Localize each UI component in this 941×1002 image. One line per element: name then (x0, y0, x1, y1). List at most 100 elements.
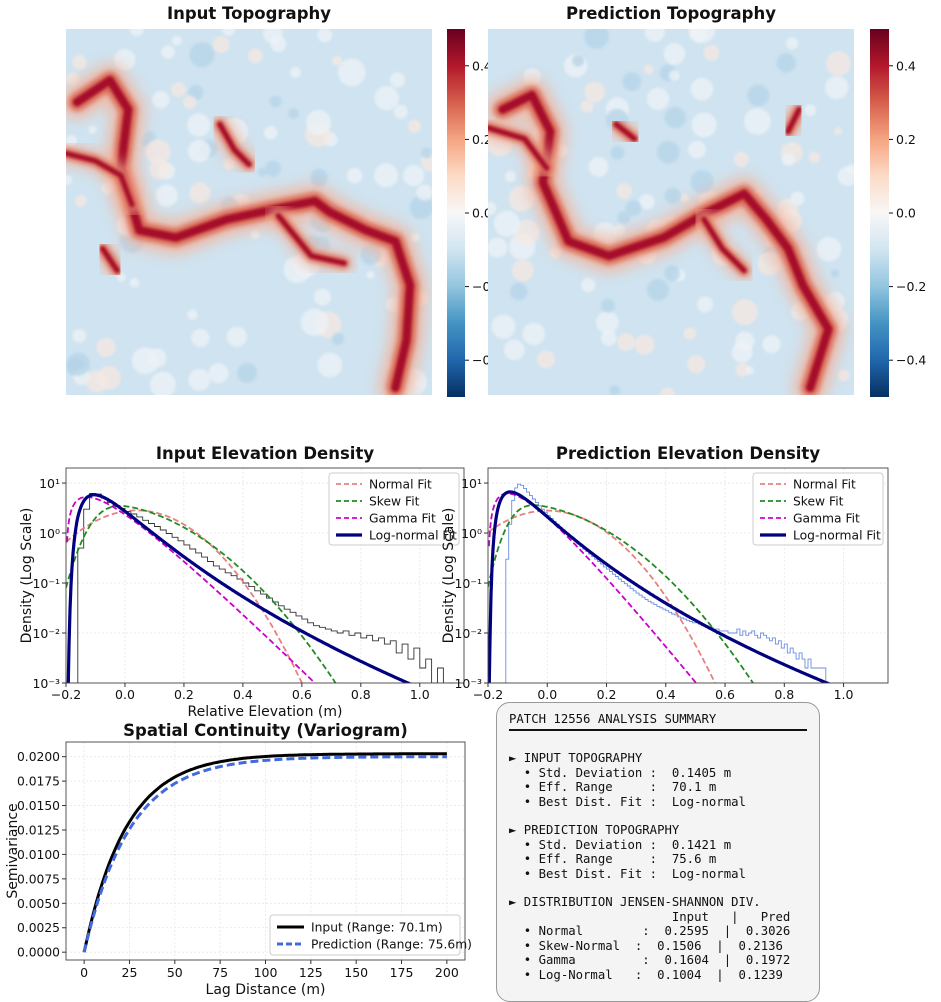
texture-blotch (509, 282, 528, 301)
texture-blotch (409, 195, 432, 220)
legend-label: Gamma Fit (793, 512, 860, 526)
y-tick-label: 10⁰ (461, 526, 482, 541)
texture-blotch (609, 385, 621, 395)
texture-blotch (66, 352, 90, 376)
texture-blotch (580, 99, 594, 114)
summary-line (509, 737, 807, 751)
texture-blotch (837, 369, 850, 382)
texture-blotch (389, 72, 406, 88)
y-tick-label: 0.0100 (17, 848, 60, 862)
texture-blotch (696, 296, 714, 313)
texture-blotch (488, 201, 497, 216)
density-plot-1: Input Elevation Density −0.2 0.0 0.2 0.4 0.6 0… (19, 444, 465, 720)
texture-blotch (147, 348, 167, 368)
heatmap-title: Prediction Topography (566, 4, 776, 23)
legend-label: Normal Fit (793, 478, 856, 492)
texture-blotch (834, 127, 843, 136)
texture-blotch (183, 95, 197, 109)
texture-blotch (161, 45, 175, 59)
ridge-core (217, 121, 252, 167)
texture-blotch (374, 85, 400, 111)
texture-blotch (504, 171, 516, 183)
texture-blotch (317, 352, 343, 378)
colorbar-tick-label: 0.2 (896, 132, 916, 147)
ridge-core (785, 107, 802, 134)
texture-blotch (250, 229, 260, 240)
texture-blotch (703, 44, 720, 61)
density-title: Prediction Elevation Density (556, 444, 820, 463)
texture-blotch (731, 299, 758, 326)
x-tick-label: 0.2 (597, 687, 617, 702)
variogram-title: Spatial Continuity (Variogram) (123, 721, 408, 740)
density-plot-2: Prediction Elevation Density −0.2 0.0 0.2 0.… (441, 444, 889, 720)
texture-blotch (634, 334, 655, 355)
y-tick-label: 0.0175 (17, 775, 60, 789)
texture-blotch (617, 333, 636, 352)
summary-divider (509, 729, 807, 731)
texture-blotch (733, 151, 749, 168)
texture-blotch (410, 232, 420, 242)
texture-blotch (129, 277, 140, 288)
texture-blotch (402, 164, 425, 187)
summary-line: • Std. Deviation : 0.1405 m (509, 765, 732, 780)
texture-blotch (264, 160, 281, 177)
texture-blotch (785, 37, 799, 50)
texture-blotch (222, 29, 235, 37)
texture-blotch (762, 335, 781, 354)
colorbar-tick-label: 0.0 (896, 206, 916, 221)
texture-blotch (731, 341, 753, 363)
y-tick-label: 0.0075 (17, 872, 60, 886)
texture-blotch (313, 288, 331, 306)
texture-blotch (808, 151, 821, 164)
texture-blotch (212, 36, 230, 54)
colorbar-tick-label: 0.0 (472, 206, 492, 221)
texture-blotch (830, 269, 839, 278)
texture-blotch (331, 332, 345, 345)
y-tick-label: 0.0050 (17, 897, 60, 911)
ridge-core (498, 90, 833, 392)
colorbar-tick-label: 0.4 (472, 58, 492, 73)
summary-lines: ► INPUT TOPOGRAPHY • Std. Deviation : 0.… (509, 737, 807, 982)
texture-blotch (393, 104, 408, 119)
colorbar-tick-label: 0.2 (472, 132, 492, 147)
summary-line: ► INPUT TOPOGRAPHY (509, 751, 643, 766)
texture-blotch (247, 48, 263, 64)
y-tick-label: 0.0200 (17, 750, 60, 764)
texture-blotch (145, 139, 171, 165)
texture-blotch (680, 194, 689, 203)
texture-blotch (660, 387, 675, 395)
fit-curve (488, 504, 755, 683)
texture-blotch (88, 125, 97, 134)
y-tick-label: 10⁻² (32, 626, 60, 641)
colorbar-tick-label: −0.2 (896, 279, 926, 294)
y-axis-label: Semivariance (5, 803, 21, 898)
x-tick-label: 0.0 (115, 687, 135, 702)
texture-blotch (816, 236, 842, 262)
texture-blotch (493, 210, 521, 237)
texture-blotch (66, 72, 80, 86)
x-tick-label: 0.2 (174, 687, 194, 702)
texture-blotch (687, 140, 706, 159)
summary-line: Input | Pred (509, 909, 791, 924)
texture-blotch (646, 87, 670, 111)
summary-line: ► DISTRIBUTION JENSEN-SHANNON DIV. (509, 895, 761, 910)
texture-blotch (270, 36, 287, 53)
texture-blotch (511, 259, 534, 282)
texture-blotch (337, 58, 366, 87)
texture-blotch (744, 108, 771, 135)
texture-blotch (416, 184, 432, 201)
texture-blotch (189, 182, 211, 204)
texture-blotch (638, 193, 655, 210)
x-tick-label: 75 (212, 965, 228, 980)
texture-blotch (600, 330, 617, 346)
texture-blotch (617, 211, 631, 225)
texture-blotch (584, 81, 606, 103)
heatmap-title: Input Topography (167, 4, 331, 23)
texture-blotch (300, 308, 329, 336)
variogram-curve (82, 755, 447, 953)
x-tick-label: 1.0 (834, 687, 854, 702)
texture-blotch (149, 371, 177, 395)
variogram-curve (82, 752, 447, 953)
ridge-core (701, 216, 747, 273)
texture-blotch (72, 328, 87, 343)
